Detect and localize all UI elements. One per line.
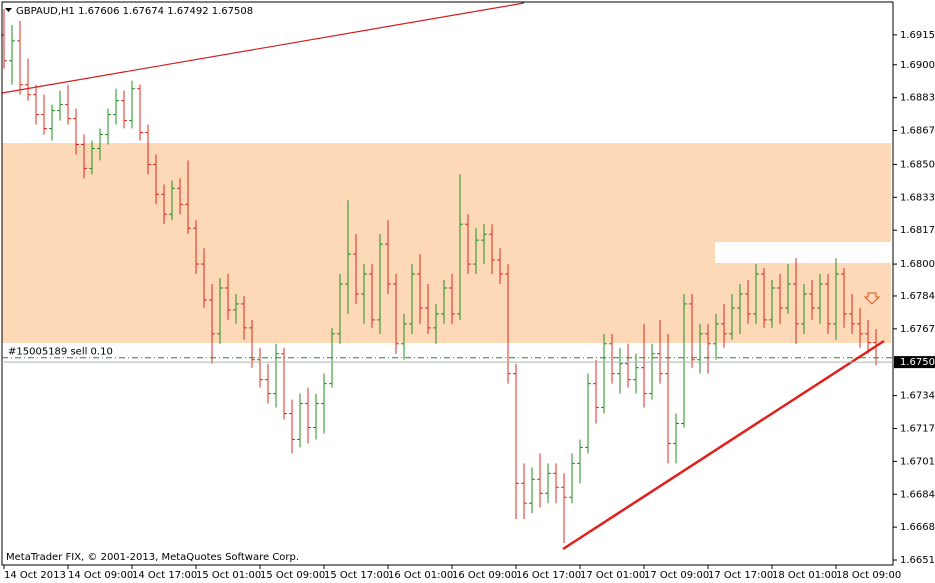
y-tick-label: 1.68500 xyxy=(900,159,935,170)
y-tick-label: 1.68835 xyxy=(900,93,935,104)
x-tick-label: 16 Oct 17:00 xyxy=(516,570,581,581)
last-high: 1.67674 xyxy=(123,6,164,17)
last-low: 1.67492 xyxy=(167,6,208,17)
y-tick-label: 1.69150 xyxy=(900,30,935,41)
zone-gap xyxy=(715,242,891,263)
y-tick-label: 1.67840 xyxy=(900,291,935,302)
x-tick-label: 17 Oct 17:00 xyxy=(708,570,773,581)
x-tick-label: 17 Oct 09:00 xyxy=(644,570,709,581)
x-tick-label: 14 Oct 09:00 xyxy=(68,570,133,581)
y-tick-label: 1.68170 xyxy=(900,225,935,236)
y-tick-label: 1.66515 xyxy=(900,555,935,566)
y-tick-label: 1.68335 xyxy=(900,192,935,203)
x-tick-label: 14 Oct 17:00 xyxy=(132,570,197,581)
sell-arrow xyxy=(863,292,881,305)
trend-line xyxy=(562,339,885,551)
y-tick-label: 1.67340 xyxy=(900,391,935,402)
current-price-label: 1.67508 xyxy=(900,357,935,368)
order-label: #15005189 sell 0.10 xyxy=(8,347,113,358)
y-tick-label: 1.67675 xyxy=(900,324,935,335)
x-tick-label: 14 Oct 2013 xyxy=(4,570,66,581)
y-tick-label: 1.66680 xyxy=(900,522,935,533)
footer: MetaTrader FIX, © 2001-2013, MetaQuotes … xyxy=(6,552,299,563)
x-tick-label: 18 Oct 09:00 xyxy=(836,570,901,581)
y-tick-label: 1.67010 xyxy=(900,456,935,467)
last-open: 1.67606 xyxy=(78,6,119,17)
x-tick-label: 15 Oct 01:00 xyxy=(196,570,261,581)
plot-frame xyxy=(1,1,894,566)
last-close: 1.67508 xyxy=(212,6,253,17)
y-tick-label: 1.6867 xyxy=(900,126,935,137)
x-tick-label: 16 Oct 09:00 xyxy=(452,570,517,581)
y-tick-label: 1.69000 xyxy=(900,60,935,71)
symbol: GBPAUD,H1 xyxy=(16,6,75,17)
x-tick-label: 16 Oct 01:00 xyxy=(388,570,453,581)
header: GBPAUD,H1 1.67606 1.67674 1.67492 1.6750… xyxy=(16,6,253,17)
y-tick-label: 1.66845 xyxy=(900,489,935,500)
x-tick-label: 18 Oct 01:00 xyxy=(772,570,837,581)
bars xyxy=(1,8,879,544)
x-tick-label: 17 Oct 01:00 xyxy=(580,570,645,581)
x-tick-label: 15 Oct 09:00 xyxy=(260,570,325,581)
trend-line xyxy=(1,2,525,94)
x-tick-label: 15 Oct 17:00 xyxy=(324,570,389,581)
y-tick-label: 1.68000 xyxy=(900,259,935,270)
menu-icon xyxy=(5,8,12,12)
y-tick-label: 1.67175 xyxy=(900,423,935,434)
current-price-box xyxy=(894,356,935,369)
